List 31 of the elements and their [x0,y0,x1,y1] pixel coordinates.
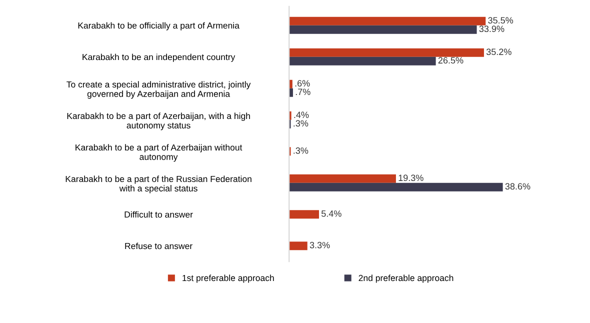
bar [289,48,484,57]
data-label: 19.3% [398,174,424,182]
y-tick-label: Karabakh to be a part of Azerbaijan, with a high autonomy status [67,112,250,130]
data-label: .3% [294,120,308,127]
data-label: 5.4% [321,210,342,217]
y-tick-label: Karabakh to be an independent country [82,54,236,62]
data-label: .3% [294,147,308,154]
bar [289,80,292,88]
bar [289,16,486,26]
y-tick-label: Karabakh to be officially a part of Armenia [78,22,240,30]
data-label: .6% [295,80,310,87]
data-label: .7% [296,88,310,96]
bar [289,25,477,34]
data-label: 35.5% [488,17,514,24]
y-tick-label: Difficult to answer [124,211,193,218]
data-label: 26.5% [438,57,464,64]
legend-label: 2nd preferable approach [358,274,454,283]
data-label: 38.6% [505,183,530,190]
bar [289,174,396,183]
y-tick-label: Karabakh to be a part of the Russian Federation with a special status [66,176,252,194]
bar [289,182,503,192]
legend-label: 1st preferable approach [182,274,274,283]
y-tick-label: Karabakh to be a part of Azerbaijan without autonomy [76,144,242,162]
data-label: .4% [294,112,309,118]
bar [289,88,293,97]
data-label: 33.9% [479,26,504,32]
bar [289,56,436,66]
y-tick-label: To create a special administrative district, jointly governed by Azerbaijan and Armenia [66,81,251,99]
y-tick-label: Refuse to answer [125,242,192,250]
data-label: 3.3% [310,242,330,248]
data-label: 35.2% [486,48,512,56]
